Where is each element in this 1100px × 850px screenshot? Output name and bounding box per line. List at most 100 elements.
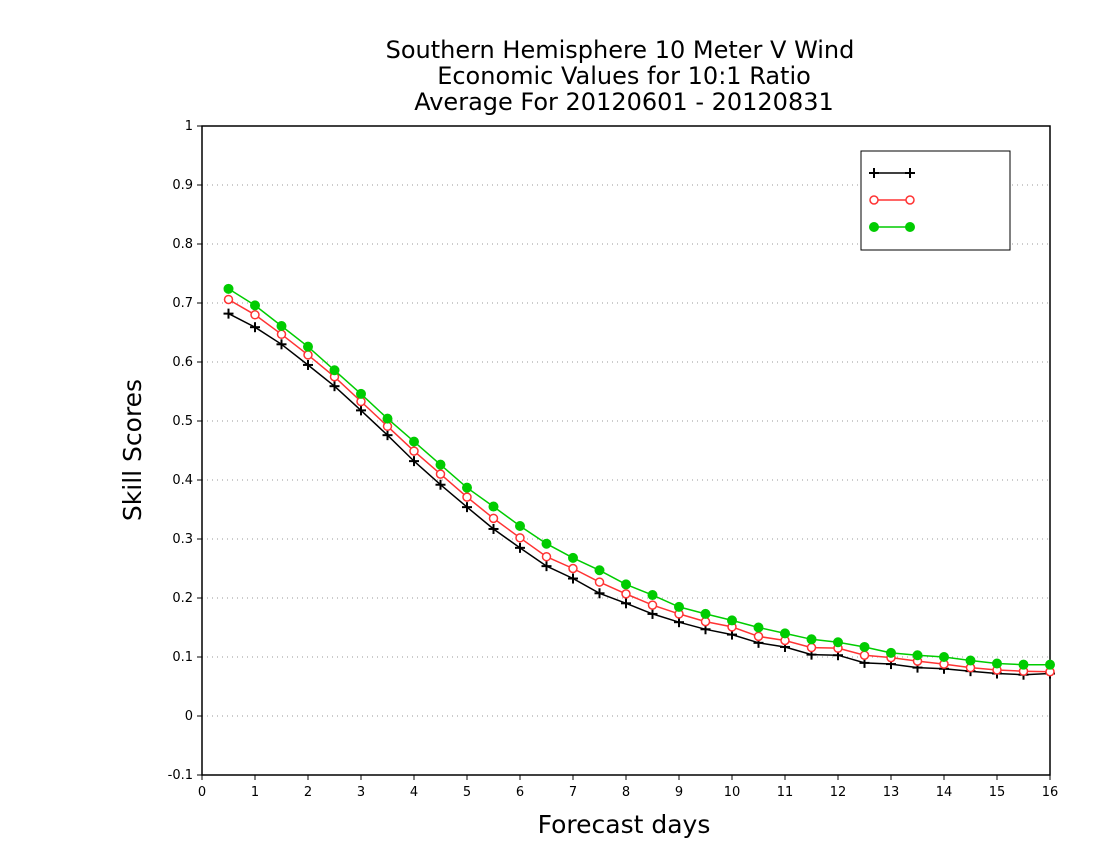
series-1-point (356, 405, 366, 416)
x-tick-label: 0 (198, 785, 206, 800)
series-1-point (621, 598, 631, 609)
series-3-point (276, 321, 287, 332)
series-3-point (1018, 659, 1029, 670)
series-3-point (462, 482, 472, 493)
x-tick-label: 5 (463, 785, 471, 800)
series-3-point (753, 622, 764, 633)
x-tick-label: 15 (989, 785, 1006, 800)
x-axis-label: Forecast days (538, 810, 711, 839)
series-3-point (965, 655, 976, 666)
legend-marker-3-end (905, 222, 915, 232)
series-3-point (515, 521, 525, 532)
series-2-point (621, 589, 631, 599)
x-tick-label: 16 (1042, 785, 1059, 800)
x-tick-label: 11 (777, 785, 794, 800)
series-1-point (303, 359, 313, 370)
series-3-point (250, 300, 260, 311)
series-1-point (674, 617, 684, 628)
x-tick-label: 2 (304, 785, 312, 800)
series-3-point (674, 601, 684, 612)
series-3-point (435, 459, 446, 470)
series-1-point (515, 542, 525, 553)
y-tick-label: 0.3 (172, 532, 193, 547)
plot-frame (201, 125, 1051, 776)
series-2-point (806, 642, 817, 653)
series-3-point (568, 552, 578, 563)
series-3-point (647, 590, 658, 601)
series-2-point (435, 469, 446, 479)
series-3-point (409, 436, 419, 447)
series-1-point (541, 561, 552, 572)
series-3-point (621, 579, 631, 590)
series-2-point (223, 294, 234, 305)
y-tick-label: -0.1 (168, 768, 193, 783)
legend-marker-2-start (869, 195, 879, 205)
series-3-point (382, 413, 393, 424)
series-1-point (488, 523, 499, 534)
series-1-point (329, 381, 340, 392)
series-3-point (859, 641, 870, 652)
x-tick-label: 14 (936, 785, 953, 800)
series-3-point (833, 637, 843, 648)
series-2-point (568, 563, 578, 574)
series-3-point (356, 388, 366, 399)
series-3-point (992, 658, 1002, 669)
y-tick-label: 0 (185, 709, 193, 724)
series-3-point (700, 608, 711, 619)
series-2-point (276, 329, 287, 340)
series-3-point (329, 365, 340, 376)
axis-ticks: -0.100.10.20.30.40.50.60.70.80.910 1 2 3 4 5 6… (168, 119, 1059, 800)
series-2-point (488, 513, 499, 524)
x-tick-label: 7 (569, 785, 577, 800)
x-tick-label: 6 (516, 785, 524, 800)
x-tick-label: 1 (251, 785, 259, 800)
series-3-point (912, 650, 923, 661)
x-tick-label: 9 (675, 785, 683, 800)
series-3-point (541, 538, 552, 549)
series-1-point (594, 588, 605, 599)
series-1-point (382, 430, 393, 441)
legend (860, 150, 1011, 251)
x-tick-label: 8 (622, 785, 630, 800)
series-3-point (594, 565, 605, 576)
chart-title-line-2: Economic Values for 10:1 Ratio (437, 62, 811, 90)
series-1-point (462, 502, 472, 513)
series-2-point (647, 600, 658, 610)
legend-marker-1-end (905, 168, 915, 178)
series-2-point (250, 310, 260, 320)
series-3-point (886, 647, 896, 658)
series-3-point (806, 634, 817, 645)
series-3-point (223, 283, 234, 294)
y-tick-label: 0.4 (172, 473, 193, 488)
series-1-point (409, 456, 419, 467)
series-3-point (1045, 659, 1055, 670)
y-tick-label: 0.1 (172, 650, 193, 665)
y-tick-label: 1 (185, 119, 193, 134)
series-1-point (435, 479, 446, 490)
series-2-point (753, 631, 764, 642)
y-tick-label: 0.9 (172, 178, 193, 193)
series-3-point (780, 628, 790, 639)
series-2 (223, 294, 1055, 677)
series-1-point (223, 308, 234, 319)
legend-entries (869, 168, 915, 232)
series-layer (223, 283, 1055, 680)
y-tick-label: 0.6 (172, 355, 193, 370)
x-tick-label: 3 (357, 785, 365, 800)
legend-marker-1-start (869, 168, 879, 178)
series-2-point (409, 446, 419, 456)
series-2-point (462, 492, 472, 502)
series-2-point (303, 350, 313, 360)
legend-marker-2-end (905, 195, 915, 205)
series-3-point (939, 652, 949, 662)
y-axis-label: Skill Scores (118, 379, 147, 521)
chart-title-line-3: Average For 20120601 - 20120831 (414, 88, 834, 116)
y-tick-label: 0.8 (172, 237, 193, 252)
x-tick-label: 10 (724, 785, 741, 800)
series-3-point (303, 341, 313, 352)
legend-marker-3-start (869, 222, 879, 232)
series-3-point (727, 615, 737, 626)
series-1-point (276, 339, 287, 350)
